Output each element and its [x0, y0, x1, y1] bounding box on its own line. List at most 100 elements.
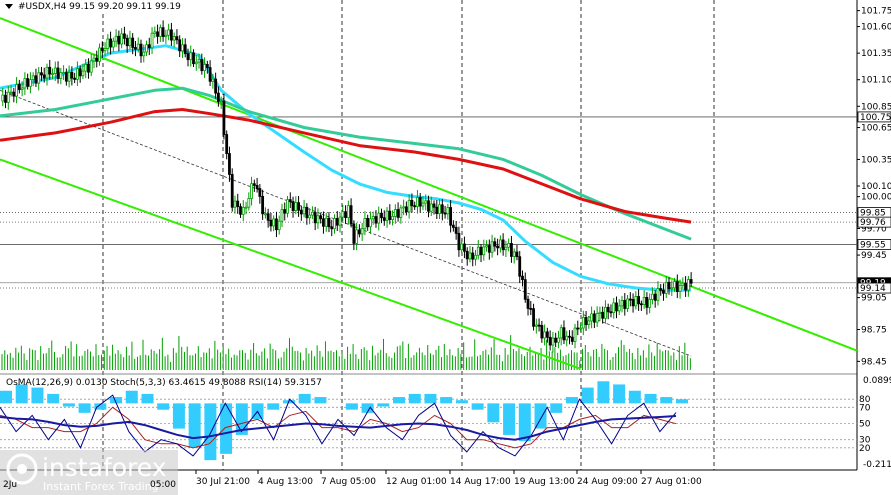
candle-body [92, 57, 96, 62]
candle-body [465, 250, 469, 260]
candle-body [410, 199, 414, 207]
candle-body [205, 64, 209, 68]
candle-body [471, 252, 475, 260]
candle-body [294, 202, 298, 211]
time-tick-label: 30 Jul 21:00 [196, 477, 250, 487]
candle-body [479, 246, 483, 256]
osma-bar [314, 397, 327, 404]
candle-body [604, 306, 607, 319]
candle-body [244, 206, 248, 209]
candle-body [73, 77, 77, 80]
candle-body [250, 183, 253, 199]
candle-body [164, 34, 168, 37]
candle-body [634, 296, 638, 307]
candle-body [299, 209, 303, 215]
watermark-partial-hidden: 05:00 [150, 480, 176, 490]
candle-body [189, 52, 193, 61]
candle-body [275, 218, 278, 231]
candle-body [147, 44, 151, 49]
osma-bar [220, 403, 233, 454]
osma-bar [597, 381, 610, 404]
price-level-label: 99.14 [860, 284, 886, 294]
osma-bar [141, 393, 154, 404]
candle-body [653, 293, 657, 301]
candle-body [468, 252, 472, 260]
candle-body [637, 296, 641, 305]
price-tick-label: 101.35 [861, 49, 891, 59]
osma-bar [0, 390, 12, 404]
candle-body [89, 60, 93, 73]
candle-body [131, 37, 135, 48]
candle-body [12, 91, 16, 97]
volume-bars [1, 335, 691, 370]
price-tick-label: 100.35 [861, 155, 891, 165]
dropdown-triangle-icon[interactable] [5, 4, 13, 9]
candle-body [380, 212, 383, 219]
moving-average-line [0, 108, 692, 224]
rsi-line [0, 415, 677, 441]
candle-body [457, 232, 461, 251]
candle-body [548, 336, 552, 346]
candle-body [490, 241, 494, 253]
candle-body [523, 279, 527, 300]
candle-body [62, 72, 65, 75]
candle-body [374, 216, 378, 224]
candle-body [581, 317, 585, 329]
candle-body [493, 241, 497, 247]
candle-body [123, 33, 126, 39]
candle-body [631, 299, 635, 307]
candle-body [681, 282, 685, 286]
candle-body [6, 91, 10, 103]
channel-line [0, 158, 581, 370]
candle-body [230, 174, 234, 208]
candle-body [145, 44, 148, 53]
candle-body [670, 287, 674, 290]
candle-body [427, 200, 430, 212]
osma-bar [565, 397, 578, 404]
candle-body [322, 218, 325, 227]
osma-bar [676, 399, 688, 404]
candle-body [664, 281, 668, 294]
candle-body [34, 75, 38, 84]
candle-body [482, 246, 486, 256]
candle-body [308, 214, 312, 219]
candle-body [48, 66, 52, 75]
candle-body [139, 43, 143, 57]
candle-body [606, 306, 610, 313]
candle-body [675, 281, 679, 292]
candle-body [288, 199, 292, 203]
candle-body [84, 63, 88, 72]
candle-body [167, 29, 171, 36]
candle-body [42, 74, 46, 79]
candle-body [391, 216, 394, 221]
price-tick-label: 101.10 [861, 76, 891, 86]
candle-body [239, 206, 242, 215]
candle-body [562, 327, 566, 341]
candle-body [598, 311, 602, 314]
candle-body [291, 201, 295, 211]
candle-body [327, 217, 331, 228]
candle-body [382, 217, 386, 221]
indicator-tick-label: 80 [859, 395, 871, 405]
candle-body [429, 203, 433, 212]
candle-body [286, 199, 289, 214]
candle-body [424, 200, 428, 204]
candlesticks [1, 20, 693, 353]
watermark-tagline: Instant Forex Trading [43, 480, 159, 493]
candle-body [532, 308, 535, 327]
candle-body [9, 91, 13, 94]
watermark-partial-left: 2Ju [3, 480, 17, 490]
candle-body [23, 78, 27, 89]
candle-body [53, 67, 57, 74]
candle-body [324, 217, 328, 227]
price-tick-label: 100.65 [861, 124, 891, 134]
osma-bar [518, 403, 531, 442]
price-axis: 101.75101.60101.35101.10100.85100.65100.… [857, 7, 891, 470]
candle-body [432, 203, 436, 208]
osma-bar [581, 387, 594, 404]
candle-body [277, 220, 281, 231]
candle-body [117, 35, 121, 45]
candle-body [211, 78, 215, 82]
